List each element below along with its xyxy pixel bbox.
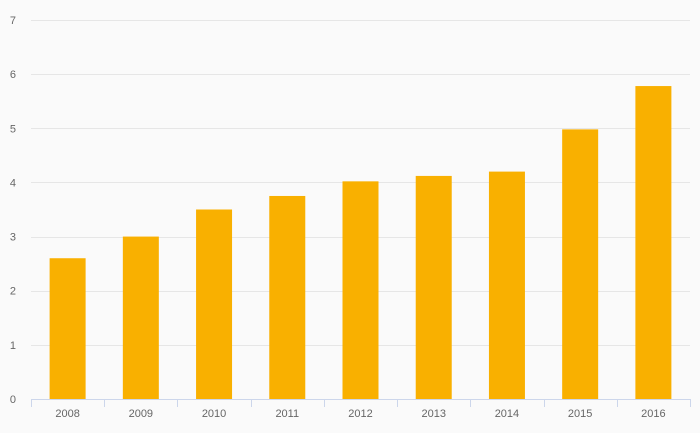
x-tick-label: 2016 [641, 408, 665, 420]
y-tick-label: 7 [10, 15, 16, 27]
x-tick-label: 2011 [275, 408, 299, 420]
x-tick-label: 2015 [568, 408, 592, 420]
y-tick-label: 4 [10, 177, 16, 189]
y-tick-label: 2 [10, 286, 16, 298]
x-tick-label: 2010 [202, 408, 226, 420]
y-tick-label: 6 [10, 69, 16, 81]
bar[interactable] [635, 86, 672, 399]
x-tick-label: 2013 [421, 408, 445, 420]
bar[interactable] [196, 209, 233, 400]
x-tick-label: 2008 [55, 408, 79, 420]
bar[interactable] [488, 171, 525, 399]
x-tick-label: 2009 [129, 408, 153, 420]
bar[interactable] [269, 195, 306, 399]
y-tick-label: 0 [10, 394, 16, 406]
y-tick-label: 1 [10, 340, 16, 352]
x-tick-label: 2012 [348, 408, 372, 420]
y-tick-label: 5 [10, 123, 16, 135]
x-axis [31, 399, 691, 407]
x-axis-labels: 2008 2009 2010 2011 2012 2013 2014 2015 2016 [55, 408, 665, 420]
bar[interactable] [562, 129, 599, 399]
bar[interactable] [415, 175, 452, 399]
bars [49, 86, 672, 400]
x-tick-label: 2014 [495, 408, 519, 420]
bar[interactable] [342, 181, 379, 399]
y-axis-labels: 0 1 2 3 4 5 6 7 [10, 15, 16, 406]
y-tick-label: 3 [10, 232, 16, 244]
bar[interactable] [49, 258, 86, 399]
bar[interactable] [122, 236, 159, 399]
